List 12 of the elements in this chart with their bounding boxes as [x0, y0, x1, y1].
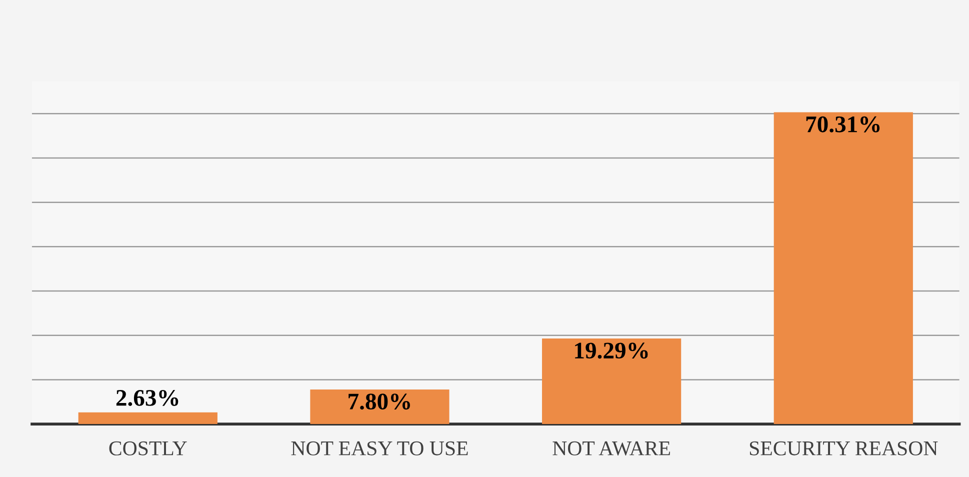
bar — [774, 112, 913, 424]
x-tick-label: SECURITY REASON — [750, 441, 938, 456]
data-label: 2.63% — [116, 390, 178, 406]
bar — [78, 412, 218, 424]
x-tick-label: NOT EASY TO USE — [291, 441, 468, 456]
bar — [310, 389, 450, 424]
x-tick-label: NOT AWARE — [552, 441, 670, 456]
data-label: 19.29% — [575, 342, 648, 359]
data-label: 7.80% — [348, 394, 410, 410]
bar — [542, 338, 682, 424]
x-tick-label: COSTLY — [109, 441, 187, 456]
data-label: 70.31% — [806, 116, 880, 132]
